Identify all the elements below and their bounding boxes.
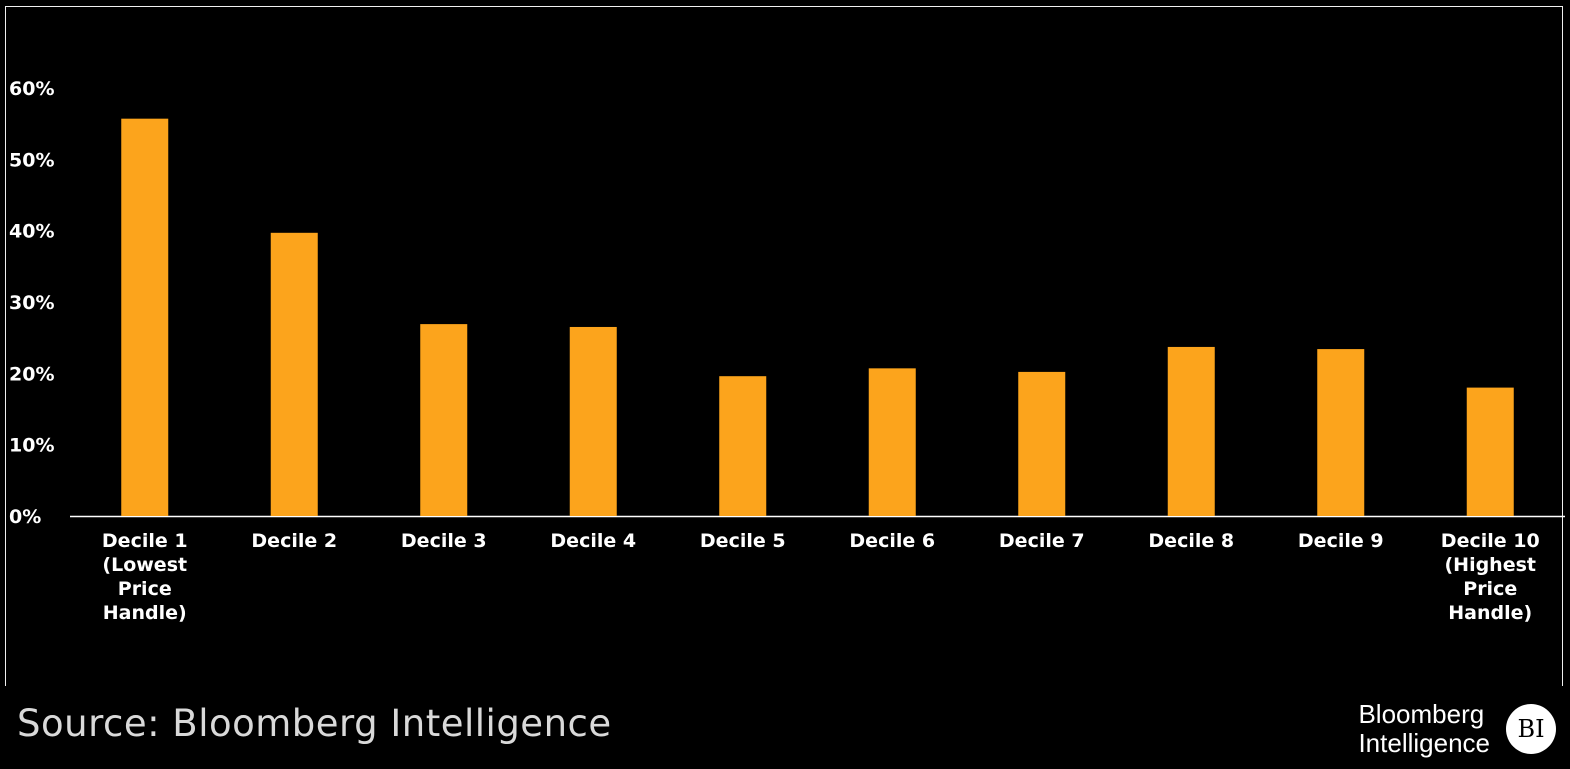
x-tick-label: Decile 10 (Highest Price Handle) xyxy=(1441,530,1540,624)
bar xyxy=(121,118,169,516)
x-tick-label: Decile 4 xyxy=(550,530,636,552)
y-tick-label: 50% xyxy=(9,149,54,171)
bar xyxy=(420,324,468,516)
brand-wordmark: Bloomberg Intelligence xyxy=(1358,700,1490,758)
y-tick-label: 60% xyxy=(9,78,54,100)
y-tick-label: 20% xyxy=(9,363,54,385)
x-tick-label: Decile 6 xyxy=(849,530,935,552)
bi-logo-icon: BI xyxy=(1506,704,1556,754)
source-note: Source: Bloomberg Intelligence xyxy=(17,702,612,745)
x-tick-label: Decile 8 xyxy=(1148,530,1234,552)
bar xyxy=(270,232,318,516)
brand-line-1: Bloomberg xyxy=(1358,699,1485,729)
x-tick-label: Decile 7 xyxy=(999,530,1085,552)
bar xyxy=(868,368,916,516)
x-tick-label: Decile 5 xyxy=(700,530,786,552)
x-tick-label: Decile 9 xyxy=(1298,530,1384,552)
x-tick-label: Decile 1 (Lowest Price Handle) xyxy=(102,530,188,624)
bar xyxy=(1466,387,1514,516)
bar xyxy=(719,376,767,516)
bar xyxy=(1317,349,1365,516)
y-tick-label: 0% xyxy=(9,506,41,528)
y-tick-label: 30% xyxy=(9,292,54,314)
y-tick-label: 10% xyxy=(9,435,54,457)
x-tick-label: Decile 2 xyxy=(251,530,337,552)
y-tick-label: 40% xyxy=(9,221,54,243)
bar xyxy=(1018,371,1066,516)
chart-frame xyxy=(5,6,1563,686)
bar xyxy=(569,326,617,516)
bar xyxy=(1167,346,1215,516)
x-tick-label: Decile 3 xyxy=(401,530,487,552)
bar-chart: 0% 10% 20% 30% 40% 50% 60% Decile 1 (Lowest Price… xyxy=(9,78,1565,624)
brand-line-2: Intelligence xyxy=(1358,728,1490,758)
